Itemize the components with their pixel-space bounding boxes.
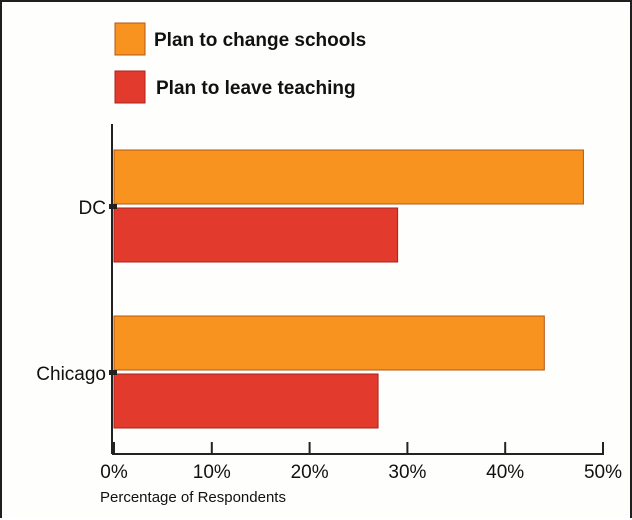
legend: Plan to change schools Plan to leave tea… bbox=[114, 22, 366, 104]
category-tick bbox=[109, 204, 117, 209]
x-tick-label: 30% bbox=[388, 462, 426, 483]
bar-chicago-change-schools bbox=[113, 315, 545, 371]
category-labels: DC Chicago bbox=[36, 198, 117, 385]
x-tick-label: 40% bbox=[486, 462, 524, 483]
x-tick-label: 20% bbox=[291, 462, 329, 483]
x-axis-title: Percentage of Respondents bbox=[100, 489, 286, 506]
x-tick-label: 10% bbox=[193, 462, 231, 483]
legend-label-leave-teaching: Plan to leave teaching bbox=[156, 78, 356, 99]
axes bbox=[111, 124, 604, 455]
category-tick bbox=[109, 370, 117, 375]
bar-chicago-leave-teaching bbox=[113, 373, 379, 429]
legend-swatch-change-schools bbox=[114, 22, 146, 56]
legend-label-change-schools: Plan to change schools bbox=[154, 30, 366, 51]
x-tick-label: 0% bbox=[100, 462, 128, 483]
bar-dc-leave-teaching bbox=[113, 207, 399, 263]
x-ticks: 0% 10% 20% 30% 40% 50% bbox=[100, 442, 622, 483]
bar-dc-change-schools bbox=[113, 149, 584, 205]
legend-swatch-leave-teaching bbox=[114, 70, 146, 104]
bars bbox=[113, 149, 584, 429]
x-tick-label: 50% bbox=[584, 462, 622, 483]
category-label-chicago: Chicago bbox=[36, 364, 106, 385]
category-label-dc: DC bbox=[79, 198, 106, 219]
